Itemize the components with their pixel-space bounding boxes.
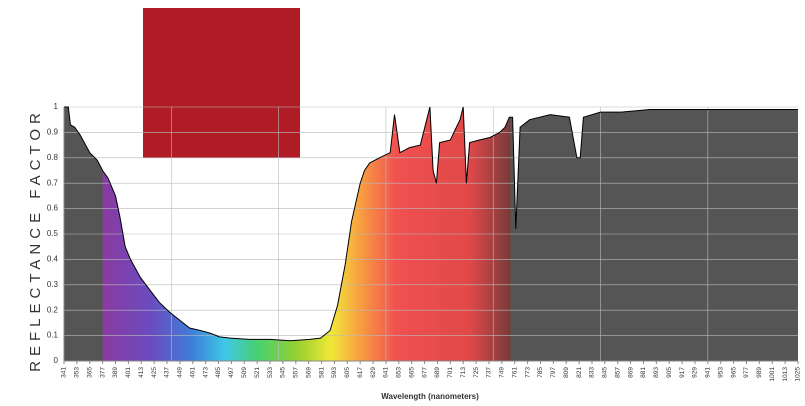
x-tick-label: 845 xyxy=(602,367,609,378)
y-tick-label: 0.3 xyxy=(47,280,59,289)
x-tick-label: 749 xyxy=(499,367,506,378)
x-tick-label: 389 xyxy=(112,367,119,378)
x-tick-label: 773 xyxy=(524,367,531,378)
x-tick-label: 593 xyxy=(331,367,338,378)
x-tick-label: 701 xyxy=(447,367,454,378)
x-tick-label: 341 xyxy=(61,367,68,378)
x-tick-label: 509 xyxy=(241,367,248,378)
color-swatch xyxy=(143,8,300,158)
y-tick-label: 0.9 xyxy=(47,128,59,137)
x-tick-label: 353 xyxy=(74,367,81,378)
x-tick-label: 401 xyxy=(125,367,132,378)
x-tick-label: 581 xyxy=(318,367,325,378)
y-tick-label: 1 xyxy=(54,102,59,111)
x-tick-label: 425 xyxy=(151,367,158,378)
y-tick-label: 0.2 xyxy=(47,305,59,314)
x-tick-label: 857 xyxy=(614,367,621,378)
x-tick-label: 1025 xyxy=(795,367,802,382)
x-tick-label: 521 xyxy=(254,367,261,378)
x-tick-label: 869 xyxy=(627,367,634,378)
x-tick-label: 437 xyxy=(164,367,171,378)
x-tick-label: 821 xyxy=(576,367,583,378)
y-tick-label: 0.4 xyxy=(47,255,59,264)
y-tick-label: 0.6 xyxy=(47,204,59,213)
x-axis-label: Wavelength (nanometers) xyxy=(381,392,479,401)
x-tick-label: 485 xyxy=(215,367,222,378)
x-tick-label: 473 xyxy=(202,367,209,378)
x-tick-label: 797 xyxy=(550,367,557,378)
line xyxy=(64,106,798,342)
x-tick-label: 725 xyxy=(473,367,480,378)
x-tick-label: 461 xyxy=(189,367,196,378)
x-tick-label: 377 xyxy=(99,367,106,378)
x-tick-label: 641 xyxy=(383,367,390,378)
x-tick-label: 737 xyxy=(486,367,493,378)
x-tick-label: 449 xyxy=(177,367,184,378)
x-tick-label: 413 xyxy=(138,367,145,378)
x-tick-label: 977 xyxy=(743,367,750,378)
y-tick-label: 0 xyxy=(54,356,59,365)
x-tick-label: 365 xyxy=(86,367,93,378)
x-tick-label: 677 xyxy=(421,367,428,378)
x-tick-label: 689 xyxy=(434,367,441,378)
x-tick-label: 917 xyxy=(679,367,686,378)
x-tick-label: 569 xyxy=(305,367,312,378)
x-tick-label: 989 xyxy=(756,367,763,378)
x-tick-label: 1001 xyxy=(769,367,776,382)
x-tick-label: 497 xyxy=(228,367,235,378)
x-tick-label: 1013 xyxy=(782,367,789,382)
y-axis-label: REFLECTANCE FACTOR xyxy=(27,108,44,372)
x-tick-label: 713 xyxy=(460,367,467,378)
x-tick-label: 893 xyxy=(653,367,660,378)
x-tick-label: 953 xyxy=(717,367,724,378)
x-tick-label: 605 xyxy=(344,367,351,378)
x-tick-label: 533 xyxy=(267,367,274,378)
x-tick-label: 665 xyxy=(408,367,415,378)
x-tick-label: 965 xyxy=(730,367,737,378)
y-tick-label: 0.1 xyxy=(47,331,59,340)
y-tick-label: 0.7 xyxy=(47,178,59,187)
x-tick-label: 629 xyxy=(370,367,377,378)
x-tick-label: 809 xyxy=(563,367,570,378)
x-tick-label: 617 xyxy=(357,367,364,378)
y-tick-label: 0.8 xyxy=(47,153,59,162)
x-tick-label: 929 xyxy=(692,367,699,378)
x-tick-label: 557 xyxy=(293,367,300,378)
x-tick-label: 653 xyxy=(396,367,403,378)
x-tick-label: 545 xyxy=(280,367,287,378)
x-tick-label: 941 xyxy=(705,367,712,378)
x-tick-label: 905 xyxy=(666,367,673,378)
x-tick-label: 761 xyxy=(511,367,518,378)
x-tick-label: 833 xyxy=(589,367,596,378)
x-tick-label: 785 xyxy=(537,367,544,378)
y-tick-label: 0.5 xyxy=(47,229,59,238)
x-tick-label: 881 xyxy=(640,367,647,378)
